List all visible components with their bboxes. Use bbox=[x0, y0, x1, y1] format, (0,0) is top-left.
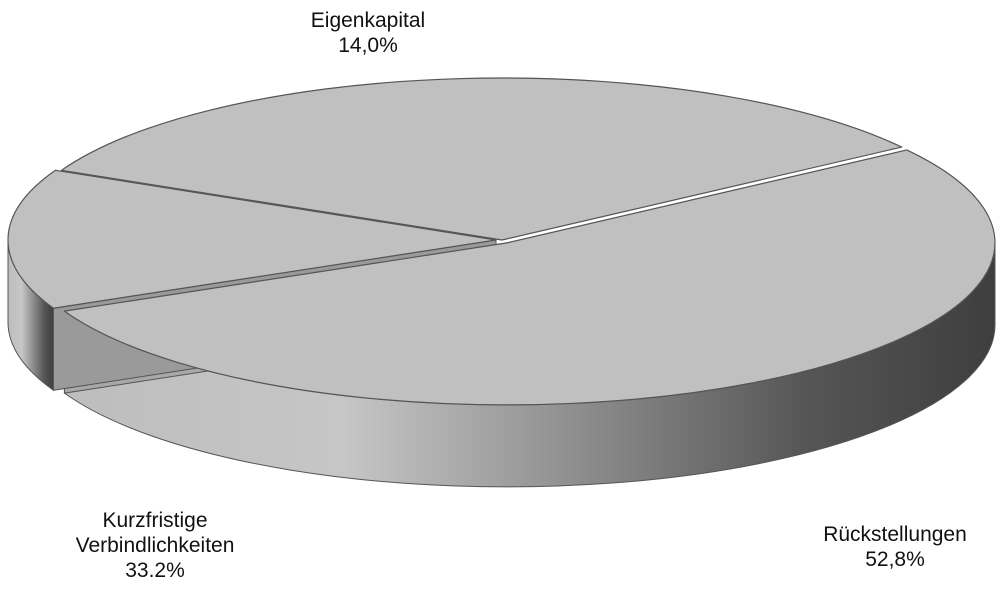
slice-top-rueckstellungen bbox=[63, 149, 996, 406]
slice-value: 52,8% bbox=[865, 548, 925, 571]
slice-value: 33.2% bbox=[125, 559, 185, 582]
slice-name: Rückstellungen bbox=[823, 523, 967, 546]
slice-value: 14,0% bbox=[338, 34, 398, 57]
pie-tops bbox=[7, 77, 996, 406]
slice-label-rueckstellungen: Rückstellungen 52,8% bbox=[800, 522, 990, 572]
slice-name: Eigenkapital bbox=[310, 9, 426, 32]
slice-name: Kurzfristige bbox=[102, 509, 208, 532]
slice-top-kurzfristige-verbindlichkeiten bbox=[60, 77, 903, 241]
slice-top-eigenkapital bbox=[7, 169, 497, 309]
slice-name-line-2: Verbindlichkeiten bbox=[75, 534, 235, 557]
slice-label-eigenkapital: Eigenkapital 14,0% bbox=[258, 8, 478, 58]
slice-label-kurzfristige-verbindlichkeiten: Kurzfristige Verbindlichkeiten 33.2% bbox=[30, 508, 280, 583]
